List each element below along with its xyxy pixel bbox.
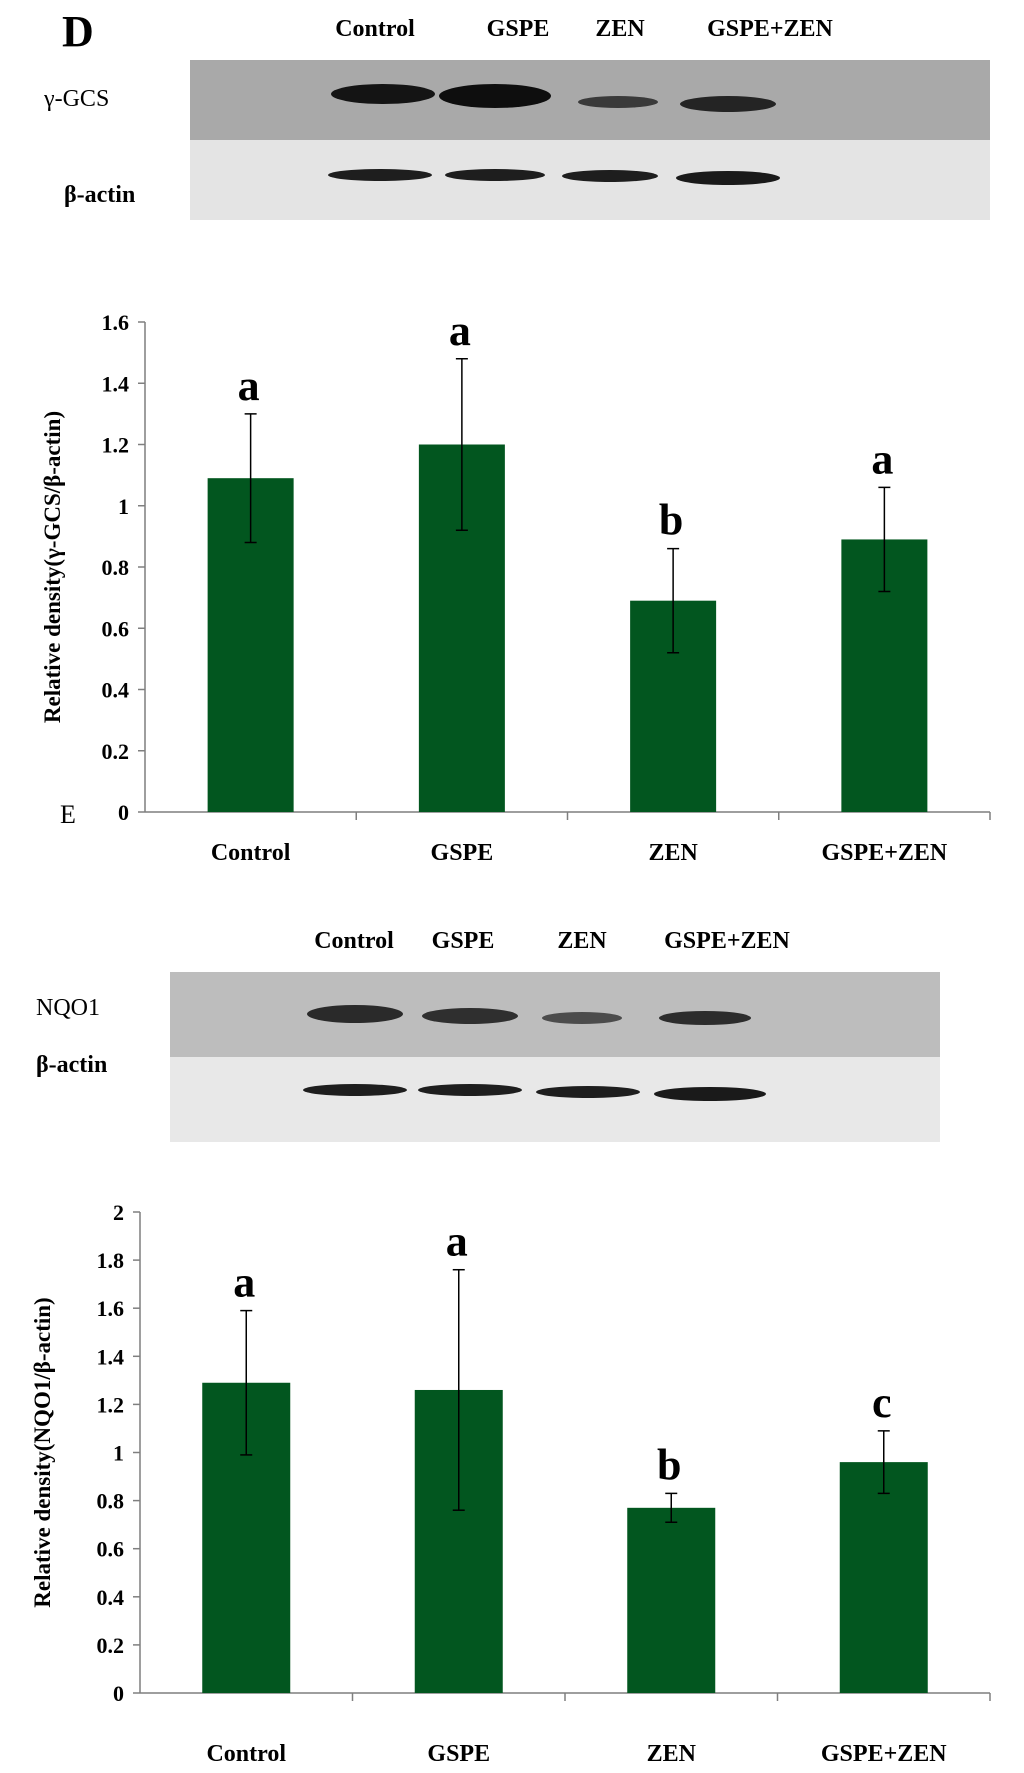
y-tick-label: 0 bbox=[113, 1681, 124, 1706]
blot-e-lane-label: Control bbox=[314, 928, 394, 954]
x-category-label: Control bbox=[206, 1741, 286, 1767]
y-tick-label: 0.2 bbox=[97, 1633, 125, 1658]
blot-e-loading-band bbox=[418, 1084, 522, 1096]
blot-d-loading-label: β-actin bbox=[64, 182, 136, 208]
y-tick-label: 0.6 bbox=[102, 616, 130, 641]
blot-e-target-band bbox=[659, 1011, 751, 1025]
x-category-label: ZEN bbox=[647, 1741, 697, 1767]
blot-d-loading-band bbox=[676, 171, 780, 185]
y-tick-label: 1.6 bbox=[102, 310, 130, 335]
bar bbox=[627, 1507, 716, 1693]
y-tick-label: 0.6 bbox=[97, 1537, 125, 1562]
significance-letter: a bbox=[449, 306, 471, 355]
blot-d-loading-band bbox=[445, 169, 545, 181]
blot-d-target-band bbox=[680, 96, 776, 112]
blot-e-lane-label: GSPE bbox=[431, 928, 495, 954]
blot-e-loading-membrane bbox=[170, 1057, 940, 1142]
y-tick-label: 1.4 bbox=[97, 1344, 125, 1369]
y-tick-label: 0.8 bbox=[97, 1489, 125, 1514]
blot-e-target-band bbox=[422, 1008, 518, 1024]
bar-chart-gamma-gcs: 0 0.2 0.4 0.6 0.8 1 1.2 1.4 1.6 Relative density(… bbox=[40, 306, 991, 866]
y-axis-label: Relative density(NQO1/β-actin) bbox=[30, 1297, 55, 1607]
bar-chart-nqo1: 0 0.2 0.4 0.6 0.8 1 1.2 1.4 1.6 1.8 2 Relative dens… bbox=[30, 1200, 991, 1767]
blot-e-loading-label: β-actin bbox=[36, 1052, 108, 1078]
blot-e-lane-label: GSPE+ZEN bbox=[664, 928, 790, 954]
blot-d-loading-band bbox=[562, 170, 658, 182]
y-tick-label: 0.4 bbox=[102, 678, 130, 703]
y-tick-label: 2 bbox=[113, 1200, 124, 1225]
blot-d-lane-label: GSPE+ZEN bbox=[707, 16, 833, 42]
x-category-label: GSPE bbox=[431, 840, 494, 866]
blot-e-loading-band bbox=[654, 1087, 766, 1101]
blot-d-target-band bbox=[331, 84, 435, 104]
significance-letter: c bbox=[872, 1378, 892, 1427]
y-tick-label: 1.6 bbox=[97, 1296, 125, 1321]
panel-letter-d: D bbox=[62, 7, 94, 56]
blot-e-target-band bbox=[307, 1005, 403, 1023]
blot-e-target-band bbox=[542, 1012, 622, 1024]
y-axis-label: Relative density(γ-GCS/β-actin) bbox=[40, 411, 65, 723]
significance-letter: a bbox=[446, 1217, 468, 1266]
y-tick-label: 0.8 bbox=[102, 555, 130, 580]
significance-letter: a bbox=[233, 1258, 255, 1307]
y-tick-label: 0.4 bbox=[97, 1585, 125, 1610]
blot-e-target-label: NQO1 bbox=[36, 995, 100, 1021]
x-category-label: GSPE+ZEN bbox=[822, 840, 948, 866]
western-blot-e bbox=[170, 972, 940, 1142]
y-tick-label: 1.8 bbox=[97, 1248, 125, 1273]
y-tick-label: 1 bbox=[118, 494, 129, 519]
x-category-label: GSPE+ZEN bbox=[821, 1741, 947, 1767]
blot-e-loading-band bbox=[303, 1084, 407, 1096]
y-tick-label: 1 bbox=[113, 1441, 124, 1466]
panel-letter-e: E bbox=[60, 800, 76, 829]
western-blot-d bbox=[190, 60, 990, 220]
y-tick-label: 1.2 bbox=[97, 1392, 125, 1417]
x-category-label: Control bbox=[211, 840, 291, 866]
blot-d-lane-label: GSPE bbox=[486, 16, 550, 42]
blot-d-lane-label: ZEN bbox=[595, 16, 645, 42]
blot-e-loading-band bbox=[536, 1086, 640, 1098]
significance-letter: a bbox=[871, 434, 893, 483]
y-tick-label: 1.4 bbox=[102, 371, 130, 396]
y-tick-label: 1.2 bbox=[102, 433, 130, 458]
blot-d-lane-label: Control bbox=[335, 16, 415, 42]
blot-e-lane-label: ZEN bbox=[557, 928, 607, 954]
blot-d-target-label: γ-GCS bbox=[44, 86, 110, 112]
significance-letter: b bbox=[657, 1440, 681, 1489]
y-tick-label: 0.2 bbox=[102, 739, 130, 764]
blot-d-target-band bbox=[439, 84, 551, 108]
blot-d-loading-band bbox=[328, 169, 432, 181]
blot-d-target-band bbox=[578, 96, 658, 108]
y-tick-label: 0 bbox=[118, 800, 129, 825]
significance-letter: a bbox=[238, 361, 260, 410]
x-category-label: GSPE bbox=[427, 1741, 490, 1767]
bar bbox=[839, 1462, 928, 1693]
x-category-label: ZEN bbox=[648, 840, 698, 866]
significance-letter: b bbox=[659, 496, 683, 545]
